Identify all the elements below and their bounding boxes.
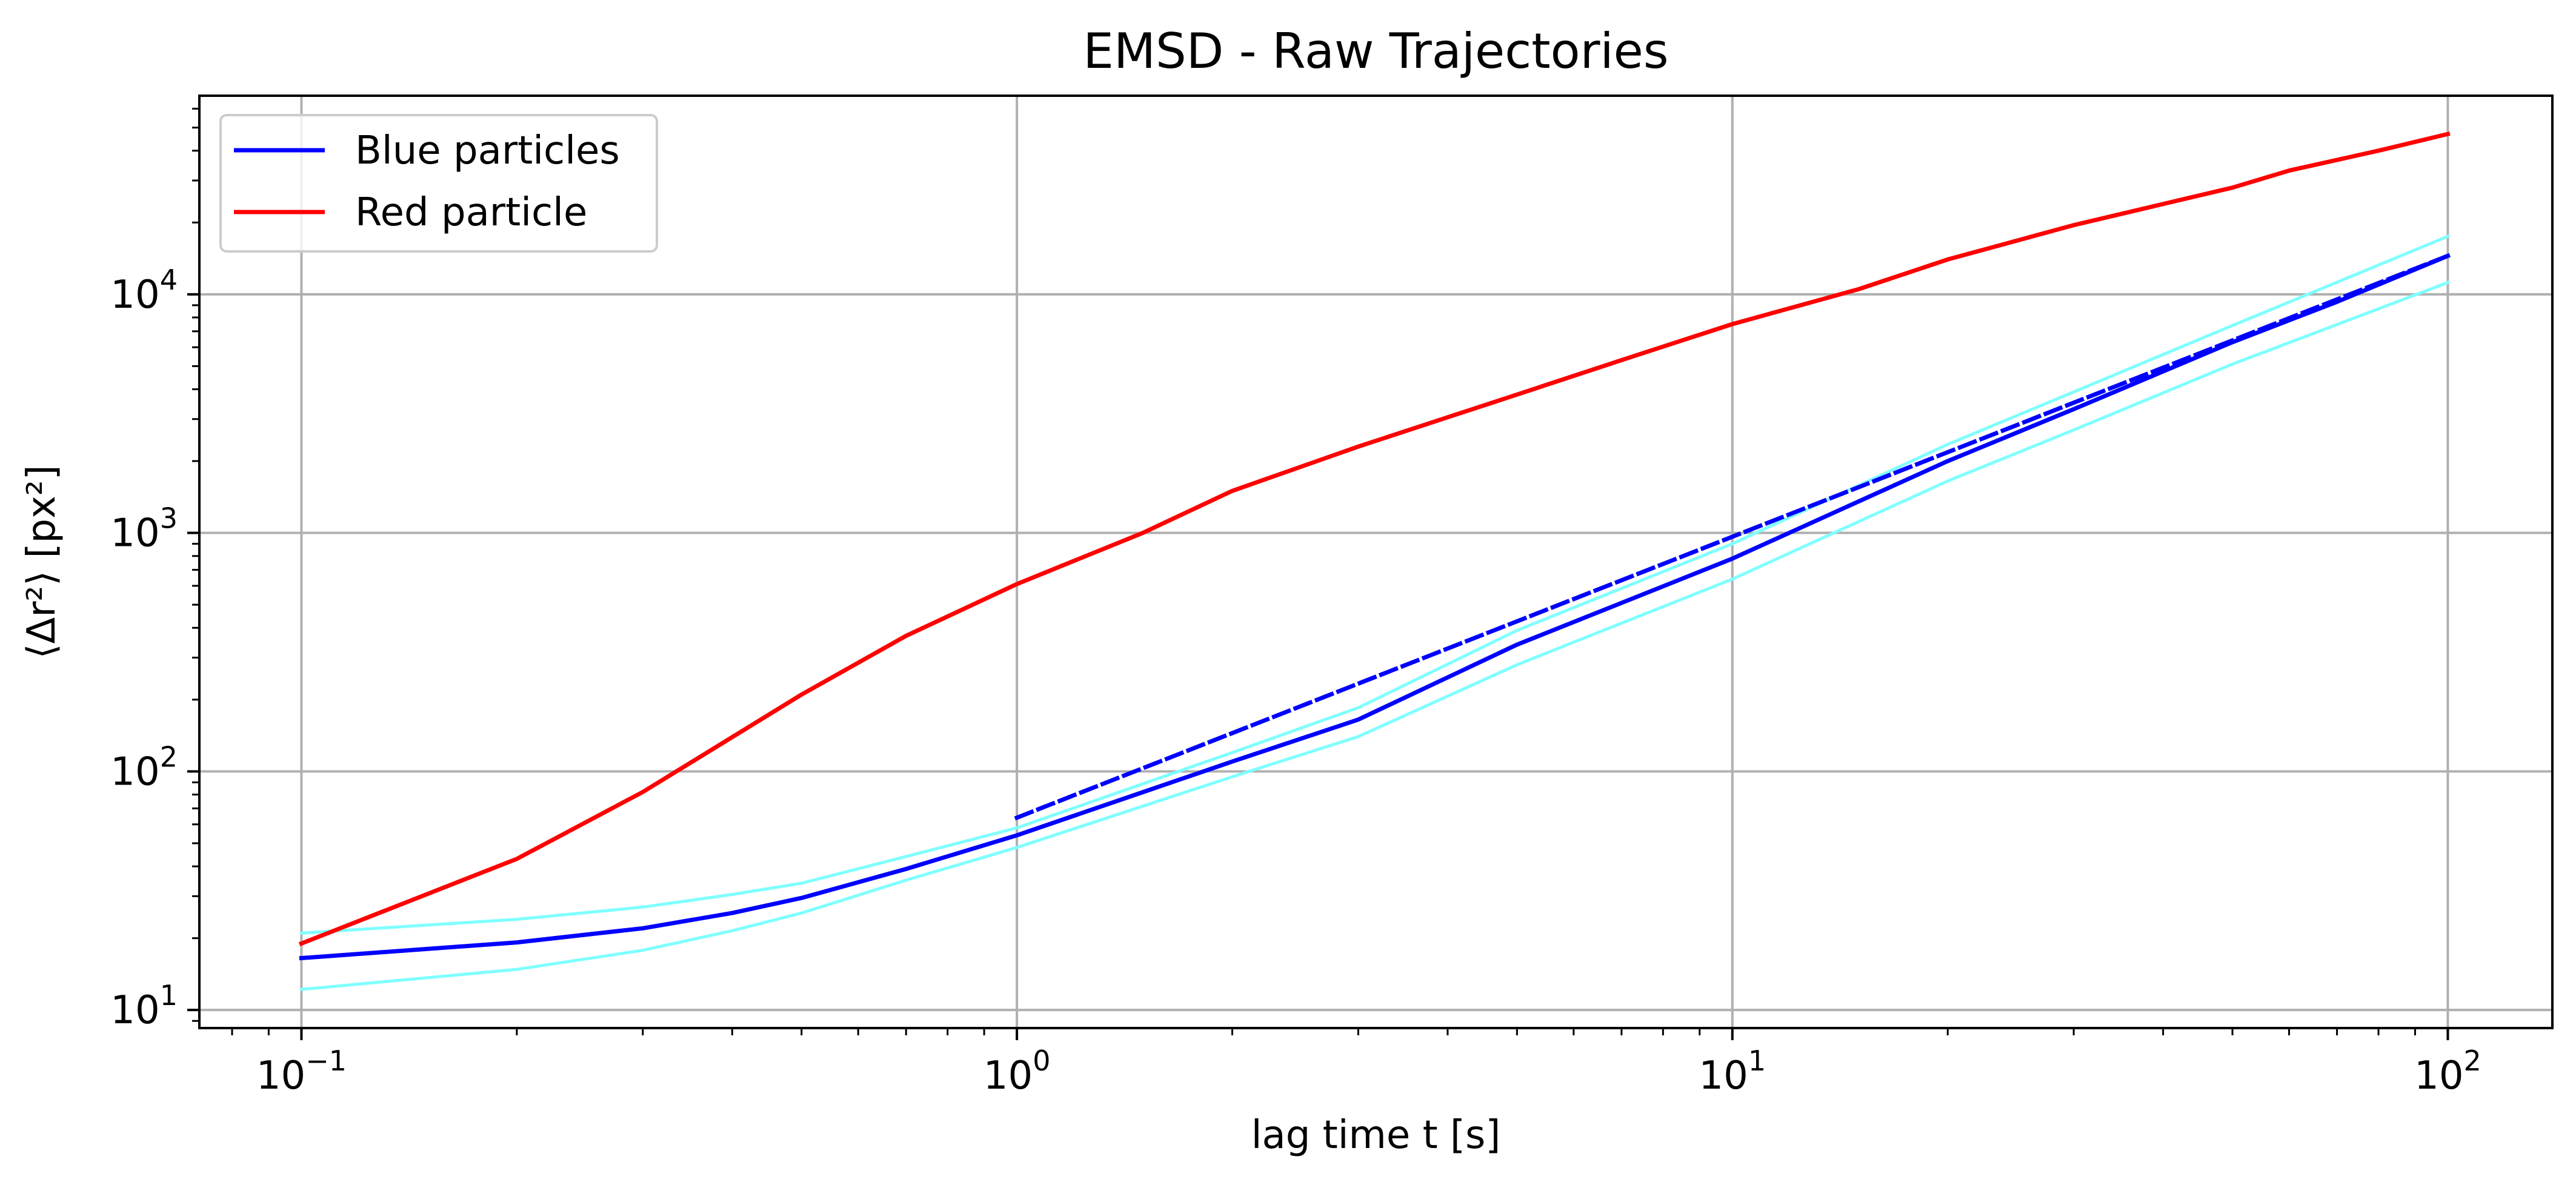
y-tick-label: 102 [110, 740, 178, 794]
legend-label-red-particle: Red particle [355, 190, 587, 235]
series-line-blue-particles [299, 253, 2451, 961]
legend-label-blue-particles: Blue particles [355, 128, 620, 173]
tick-marks [187, 107, 2449, 1040]
grid-lines [199, 96, 2552, 1028]
chart-title: EMSD - Raw Trajectories [1083, 23, 1668, 79]
legend: Blue particles Red particle [219, 114, 658, 253]
x-tick-label: 100 [983, 1044, 1051, 1098]
plot-area-frame [198, 95, 2554, 1029]
series-line-cyan-band-3 [299, 280, 2450, 991]
y-tick-label: 104 [110, 264, 178, 317]
series-line-blue-fit-dashed [1014, 253, 2451, 821]
x-tick-label: 102 [2414, 1044, 2481, 1098]
y-tick-label: 103 [110, 502, 178, 556]
x-tick-label: 10−1 [256, 1044, 347, 1098]
series-line-cyan-band-2 [299, 234, 2450, 935]
series-layer [298, 131, 2451, 991]
legend-box [219, 114, 658, 253]
tick-labels: 10−1 100 101 102 101 102 103 104 [110, 264, 2481, 1098]
x-axis-label: lag time t [s] [1251, 1113, 1501, 1158]
series-line-red-particle [298, 131, 2451, 946]
y-axis-label: ⟨Δr²⟩ [px²] [19, 465, 64, 659]
x-tick-label: 101 [1699, 1044, 1766, 1098]
y-tick-label: 101 [110, 979, 178, 1033]
